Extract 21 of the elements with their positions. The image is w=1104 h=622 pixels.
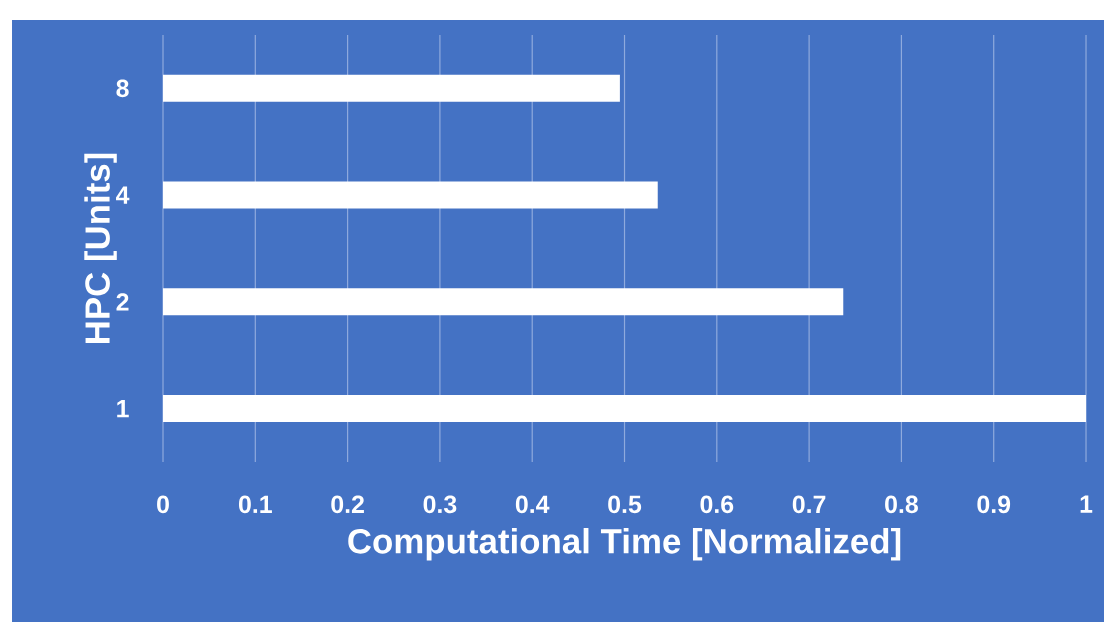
y-tick-label: 2 (116, 293, 129, 311)
y-tick-label: 8 (116, 79, 129, 98)
y-tick-label: 4 (116, 186, 130, 204)
x-tick-label: 0.8 (885, 495, 918, 514)
x-axis-title: Computational Time [Normalized] (348, 528, 901, 561)
bar (163, 74, 620, 102)
y-tick-label: 1 (117, 400, 129, 418)
x-tick-label: 0.6 (700, 495, 734, 514)
x-tick-label: 0.1 (238, 495, 272, 514)
x-tick-label: 0.4 (515, 495, 550, 514)
bar (163, 181, 658, 209)
x-tick-label: 0.3 (423, 495, 457, 514)
bar (163, 395, 1087, 423)
x-tick-label: 0.2 (331, 495, 364, 514)
bar (163, 288, 844, 316)
y-axis-title: HPC [Units] (84, 153, 117, 344)
x-tick-label: 0.5 (608, 495, 642, 514)
x-tick-label: 0.7 (792, 495, 826, 514)
x-tick-label: 1 (1080, 495, 1093, 513)
x-tick-label: 0 (157, 495, 169, 514)
x-tick-label: 0.9 (977, 495, 1011, 514)
